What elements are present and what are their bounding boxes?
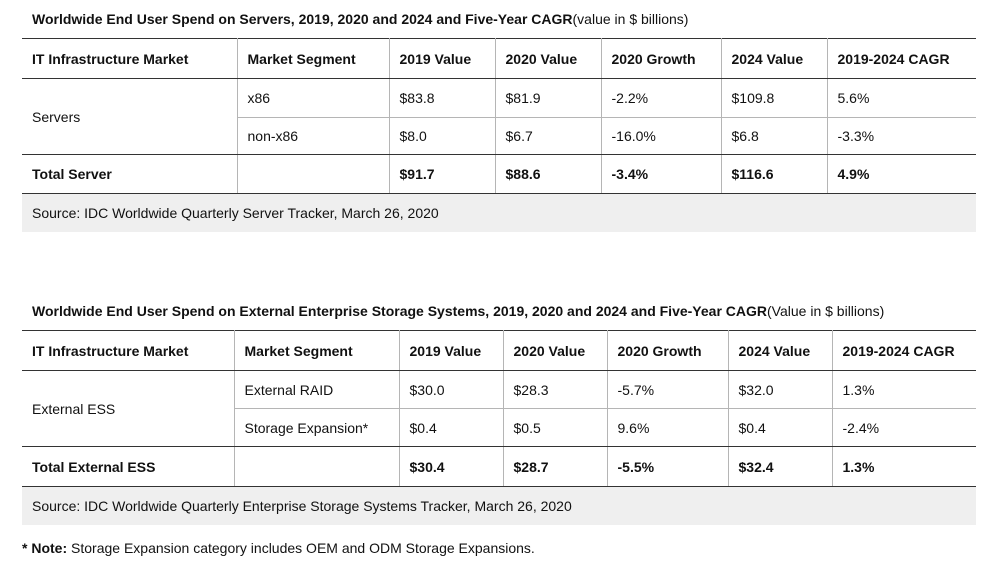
cell-2019: $83.8: [389, 78, 496, 118]
storage-table-block: Worldwide End User Spend on External Ent…: [22, 292, 976, 525]
cell-cagr: 5.6%: [827, 78, 976, 118]
col-header-market: IT Infrastructure Market: [22, 38, 238, 79]
total-row: Total External ESS $30.4 $28.7 -5.5% $32…: [22, 446, 976, 487]
total-2024: $32.4: [728, 446, 833, 487]
table-title: Worldwide End User Spend on External Ent…: [22, 292, 976, 330]
table-title-units: (value in $ billions): [572, 11, 689, 27]
col-header-2019: 2019 Value: [399, 330, 504, 371]
total-2024: $116.6: [721, 154, 828, 194]
cell-growth: -5.7%: [607, 370, 729, 409]
cell-2020: $81.9: [495, 78, 602, 118]
col-header-2019: 2019 Value: [389, 38, 496, 79]
total-growth: -3.4%: [601, 154, 722, 194]
table-title-bold: Worldwide End User Spend on Servers, 201…: [32, 11, 573, 27]
group-label: External ESS: [22, 370, 235, 447]
total-2019: $30.4: [399, 446, 504, 487]
total-2019: $91.7: [389, 154, 496, 194]
total-2020: $88.6: [495, 154, 602, 194]
cell-2024: $32.0: [728, 370, 833, 409]
col-header-2020: 2020 Value: [495, 38, 602, 79]
cell-2024: $109.8: [721, 78, 828, 118]
col-header-segment: Market Segment: [234, 330, 400, 371]
footnote: * Note: Storage Expansion category inclu…: [22, 540, 535, 556]
table-title-units: (Value in $ billions): [767, 303, 885, 319]
header-row: IT Infrastructure Market Market Segment …: [22, 330, 976, 371]
total-segment: [237, 154, 390, 194]
group-label: Servers: [22, 78, 238, 155]
table-title: Worldwide End User Spend on Servers, 201…: [22, 0, 976, 38]
cell-2020: $0.5: [503, 408, 608, 447]
total-2020: $28.7: [503, 446, 608, 487]
cell-2019: $0.4: [399, 408, 504, 447]
source-note: Source: IDC Worldwide Quarterly Enterpri…: [22, 487, 976, 525]
servers-table: IT Infrastructure Market Market Segment …: [22, 38, 976, 194]
cell-segment: External RAID: [234, 370, 400, 409]
cell-cagr: -3.3%: [827, 117, 976, 155]
cell-2019: $30.0: [399, 370, 504, 409]
cell-segment: x86: [237, 78, 390, 118]
footnote-text: Storage Expansion category includes OEM …: [67, 540, 535, 556]
cell-2019: $8.0: [389, 117, 496, 155]
total-growth: -5.5%: [607, 446, 729, 487]
table-row: Servers x86 $83.8 $81.9 -2.2% $109.8 5.6…: [22, 78, 976, 155]
col-header-cagr: 2019-2024 CAGR: [832, 330, 976, 371]
cell-growth: 9.6%: [607, 408, 729, 447]
cell-2020: $28.3: [503, 370, 608, 409]
table-row: Storage Expansion* $0.4 $0.5 9.6% $0.4 -…: [22, 408, 976, 447]
table-row: External ESS External RAID $30.0 $28.3 -…: [22, 370, 976, 447]
table-row: non-x86 $8.0 $6.7 -16.0% $6.8 -3.3%: [22, 117, 976, 155]
header-row: IT Infrastructure Market Market Segment …: [22, 38, 976, 79]
total-cagr: 4.9%: [827, 154, 976, 194]
storage-table: IT Infrastructure Market Market Segment …: [22, 330, 976, 487]
cell-segment: non-x86: [237, 117, 390, 155]
total-label: Total Server: [22, 154, 238, 194]
total-segment: [234, 446, 400, 487]
footnote-label: * Note:: [22, 540, 68, 556]
cell-cagr: -2.4%: [832, 408, 976, 447]
col-header-2020: 2020 Value: [503, 330, 608, 371]
cell-growth: -2.2%: [601, 78, 722, 118]
cell-2024: $6.8: [721, 117, 828, 155]
col-header-2024: 2024 Value: [721, 38, 828, 79]
table-title-bold: Worldwide End User Spend on External Ent…: [32, 303, 768, 319]
col-header-growth: 2020 Growth: [607, 330, 729, 371]
source-note: Source: IDC Worldwide Quarterly Server T…: [22, 194, 976, 232]
cell-segment: Storage Expansion*: [234, 408, 400, 447]
col-header-growth: 2020 Growth: [601, 38, 722, 79]
servers-table-block: Worldwide End User Spend on Servers, 201…: [22, 0, 976, 232]
total-row: Total Server $91.7 $88.6 -3.4% $116.6 4.…: [22, 154, 976, 194]
total-label: Total External ESS: [22, 446, 235, 487]
col-header-market: IT Infrastructure Market: [22, 330, 235, 371]
col-header-cagr: 2019-2024 CAGR: [827, 38, 976, 79]
cell-cagr: 1.3%: [832, 370, 976, 409]
cell-2020: $6.7: [495, 117, 602, 155]
cell-2024: $0.4: [728, 408, 833, 447]
total-cagr: 1.3%: [832, 446, 976, 487]
col-header-2024: 2024 Value: [728, 330, 833, 371]
col-header-segment: Market Segment: [237, 38, 390, 79]
cell-growth: -16.0%: [601, 117, 722, 155]
